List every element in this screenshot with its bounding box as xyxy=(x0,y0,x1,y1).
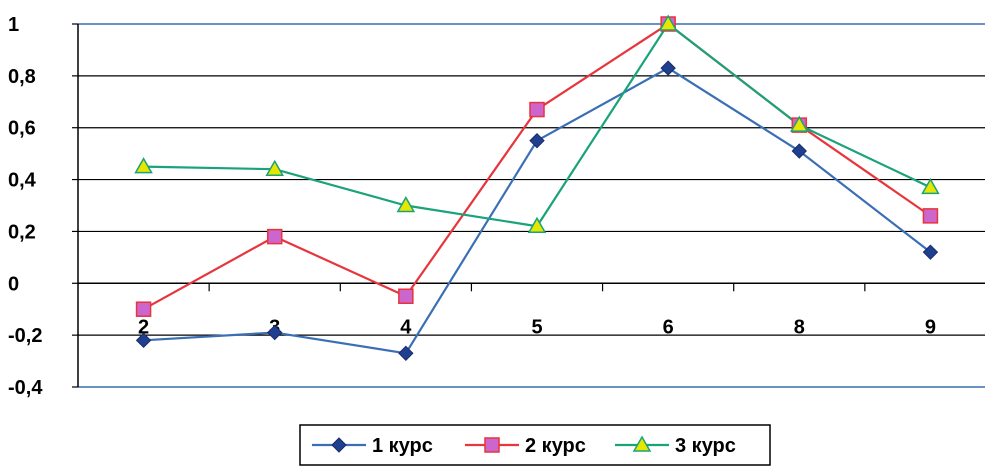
data-point-series-1 xyxy=(398,345,414,361)
legend-marker-1 xyxy=(331,437,347,453)
legend-label-3: 3 курс xyxy=(675,435,736,457)
y-tick-label: 0,8 xyxy=(8,66,36,88)
data-point-series-2 xyxy=(266,228,283,245)
x-tick-label: 5 xyxy=(531,316,542,338)
data-point-series-2 xyxy=(135,301,152,317)
x-tick-label: 4 xyxy=(400,316,412,338)
y-tick-label: 1 xyxy=(8,14,19,36)
data-point-series-3 xyxy=(265,159,285,176)
data-point-series-1 xyxy=(267,324,283,341)
axes xyxy=(72,23,985,388)
data-point-series-3 xyxy=(396,195,416,213)
legend-marker-3 xyxy=(632,435,652,452)
data-point-series-1 xyxy=(529,132,545,149)
legend-box xyxy=(299,424,771,466)
x-tick-label: 6 xyxy=(663,316,674,338)
data-point-series-3 xyxy=(527,216,547,233)
y-tick-label: 0,6 xyxy=(8,118,36,140)
x-tick-label: 2 xyxy=(138,316,149,338)
data-point-series-1 xyxy=(660,60,676,76)
series-line-3 xyxy=(143,22,931,228)
y-tick-label: 0 xyxy=(8,273,19,295)
x-tick-label: 8 xyxy=(794,316,805,338)
data-point-series-3 xyxy=(789,115,809,132)
series-lines xyxy=(143,22,932,355)
series-line-2 xyxy=(143,22,932,311)
y-tick-label: 0,2 xyxy=(8,221,36,243)
data-point-series-3 xyxy=(921,177,940,195)
legend-label-1: 1 курс xyxy=(372,435,433,457)
series-markers xyxy=(134,14,940,361)
legend: 1 курс 2 курс 3 курс xyxy=(299,424,771,466)
y-tick-label: -0,2 xyxy=(8,325,42,347)
y-tick-label: 0,4 xyxy=(8,170,37,192)
data-point-series-1 xyxy=(791,143,807,159)
data-point-series-2 xyxy=(529,101,545,118)
legend-label-2: 2 курс xyxy=(525,435,586,457)
data-point-series-3 xyxy=(658,14,678,31)
y-tick-label: -0,4 xyxy=(8,377,43,399)
y-tick-labels: 1 0,8 0,6 0,4 0,2 0 -0,2 -0,4 xyxy=(8,14,43,399)
data-point-series-2 xyxy=(398,288,414,304)
data-point-series-3 xyxy=(134,157,153,174)
x-tick-label: 9 xyxy=(925,316,936,338)
data-point-series-1 xyxy=(922,244,939,260)
data-point-series-1 xyxy=(135,332,152,349)
data-point-series-2 xyxy=(922,208,939,224)
legend-marker-2 xyxy=(484,437,500,453)
